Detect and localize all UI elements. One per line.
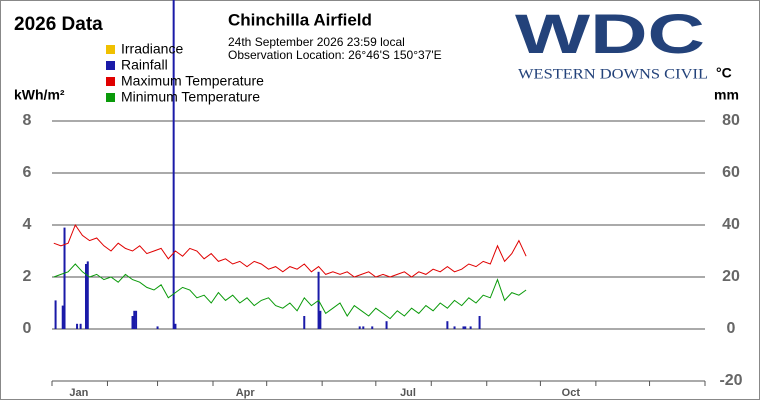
x-tick-label: Jan: [69, 387, 88, 399]
rain-bar: [478, 316, 481, 329]
y2-tick-label: 0: [727, 320, 736, 337]
legend-swatch: [106, 45, 115, 54]
y-tick-label: 4: [23, 216, 32, 233]
legend-label: Minimum Temperature: [121, 89, 260, 105]
rain-bar: [61, 305, 64, 329]
y-tick-label: 0: [23, 320, 32, 337]
y2-axis-label: mm: [714, 87, 739, 103]
y2-tick-label: 20: [722, 268, 740, 285]
rain-bar: [63, 227, 66, 329]
rain-bar: [446, 321, 449, 329]
y-axis-label: kWh/m²: [14, 87, 65, 103]
y-tick-label: 6: [23, 164, 32, 181]
rain-bar: [133, 310, 136, 329]
rain-bar: [131, 316, 134, 329]
legend-swatch: [106, 77, 115, 86]
rain-bar: [76, 323, 79, 329]
x-tick-label: Jul: [400, 387, 416, 399]
rain-bar: [156, 326, 159, 329]
rain-bar: [385, 321, 388, 329]
x-tick-label: Oct: [562, 387, 581, 399]
rain-bar: [462, 326, 465, 329]
line: [53, 263, 527, 320]
chart-title: Chinchilla Airfield: [228, 10, 372, 29]
legend-label: Irradiance: [121, 41, 183, 57]
legend-swatch: [106, 61, 115, 70]
subtitle: 24th September 2026 23:59 local: [228, 35, 405, 49]
heading: 2026 Data: [14, 14, 103, 35]
y2-tick-label: 60: [722, 164, 740, 181]
y2-tick-label: 40: [722, 216, 740, 233]
logo-subtitle: WESTERN DOWNS CIVIL: [518, 66, 708, 82]
rain-bar: [174, 323, 177, 329]
rain-bar: [84, 264, 87, 329]
subtitle: Observation Location: 26°46'S 150°37'E: [228, 48, 442, 62]
y2-axis-label: °C: [716, 65, 732, 81]
rain-bar: [54, 300, 57, 329]
rain-bar: [469, 326, 472, 329]
rain-bar: [172, 0, 175, 329]
rain-bar: [358, 326, 361, 329]
rain-bar: [453, 326, 456, 329]
rain-bar: [86, 261, 89, 329]
rain-bar: [362, 326, 365, 329]
rain-bar: [303, 316, 306, 329]
legend-label: Maximum Temperature: [121, 73, 264, 89]
rain-bar: [319, 310, 322, 329]
legend-label: Rainfall: [121, 57, 168, 73]
rain-bar: [79, 323, 82, 329]
line: [53, 223, 527, 278]
x-tick-label: Apr: [236, 387, 256, 399]
y2-tick-label: -20: [719, 372, 742, 389]
y-tick-label: 8: [23, 112, 32, 129]
y-tick-label: 2: [23, 268, 32, 285]
logo-title: WDC: [515, 2, 705, 65]
legend-swatch: [106, 93, 115, 102]
rain-bar: [135, 310, 138, 329]
rain-bar: [464, 326, 467, 329]
y2-tick-label: 80: [722, 112, 740, 129]
rain-bar: [371, 326, 374, 329]
